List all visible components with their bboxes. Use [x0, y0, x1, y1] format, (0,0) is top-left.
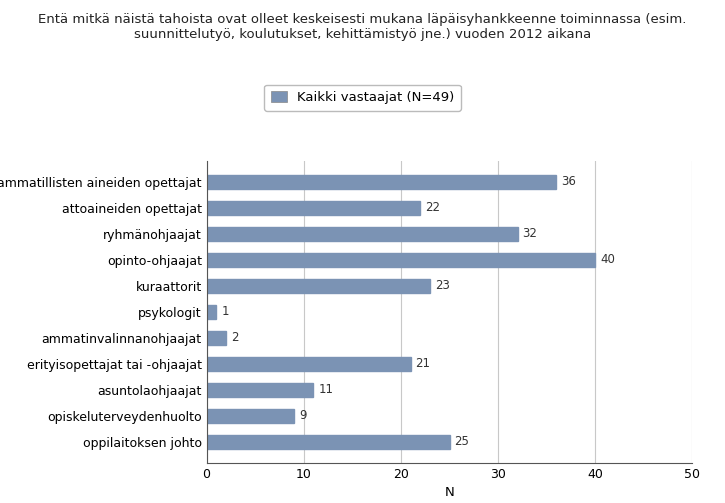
Legend: Kaikki vastaajat (N=49): Kaikki vastaajat (N=49) — [264, 85, 461, 111]
Bar — [207, 253, 595, 267]
Bar — [207, 201, 420, 215]
Bar — [207, 330, 226, 345]
Bar — [207, 305, 216, 319]
Bar — [207, 227, 518, 241]
X-axis label: N: N — [444, 486, 455, 499]
Text: 23: 23 — [435, 279, 450, 292]
Bar — [207, 279, 430, 293]
Text: 9: 9 — [299, 409, 307, 423]
Text: 36: 36 — [561, 176, 576, 188]
Bar — [207, 409, 294, 423]
Text: 11: 11 — [318, 383, 334, 396]
Bar — [207, 357, 410, 371]
Text: 1: 1 — [221, 305, 228, 318]
Text: 25: 25 — [455, 436, 469, 448]
Text: 21: 21 — [415, 357, 431, 370]
Text: Entä mitkä näistä tahoista ovat olleet keskeisesti mukana läpäisyhankkeenne toim: Entä mitkä näistä tahoista ovat olleet k… — [38, 13, 687, 41]
Text: 32: 32 — [522, 227, 537, 240]
Text: 2: 2 — [231, 331, 239, 345]
Bar — [207, 435, 450, 449]
Text: 22: 22 — [425, 201, 440, 214]
Bar — [207, 383, 313, 397]
Bar — [207, 175, 556, 189]
Text: 40: 40 — [600, 254, 615, 267]
